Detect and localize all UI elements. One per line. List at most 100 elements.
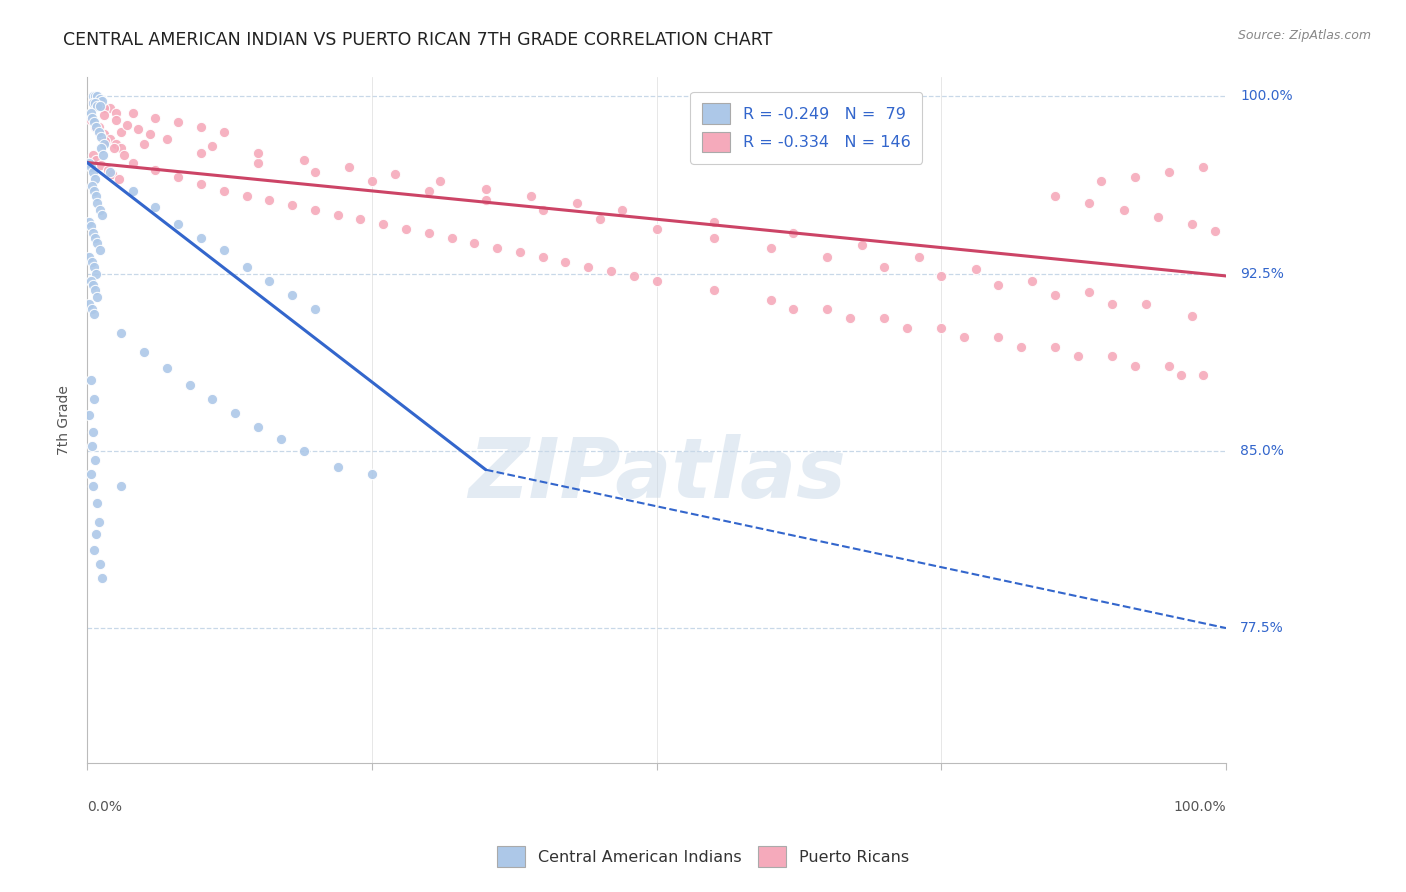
Point — [212, 125, 235, 139]
Text: 85.0%: 85.0% — [1240, 444, 1284, 458]
Point — [80, 254, 103, 268]
Point — [1112, 202, 1135, 217]
Point — [190, 231, 212, 245]
Point — [79, 274, 101, 288]
Point — [145, 162, 167, 177]
Point — [360, 467, 382, 482]
Point — [212, 184, 235, 198]
Point — [1045, 288, 1067, 302]
Point — [104, 113, 127, 128]
Point — [235, 260, 257, 274]
Point — [82, 96, 104, 111]
Point — [84, 453, 107, 467]
Point — [703, 214, 725, 228]
Point — [1204, 224, 1226, 238]
Point — [873, 311, 896, 326]
Point — [373, 217, 395, 231]
Point — [104, 136, 127, 151]
Point — [93, 108, 115, 122]
Point — [531, 250, 554, 264]
Point — [281, 198, 304, 212]
Point — [1123, 359, 1146, 373]
Point — [82, 425, 104, 439]
Point — [349, 212, 371, 227]
Point — [1159, 165, 1181, 179]
Point — [987, 278, 1010, 293]
Point — [304, 202, 326, 217]
Point — [84, 172, 107, 186]
Point — [418, 227, 440, 241]
Point — [1090, 174, 1112, 188]
Point — [589, 212, 612, 227]
Point — [179, 377, 201, 392]
Point — [93, 101, 115, 115]
Point — [86, 235, 108, 250]
Point — [83, 260, 105, 274]
Point — [79, 160, 101, 174]
Point — [1123, 169, 1146, 184]
Point — [190, 120, 212, 134]
Point — [82, 479, 104, 493]
Point — [360, 174, 382, 188]
Point — [281, 288, 304, 302]
Point — [121, 155, 143, 169]
Point — [156, 132, 179, 146]
Point — [84, 120, 107, 134]
Point — [79, 250, 101, 264]
Point — [82, 165, 104, 179]
Text: Source: ZipAtlas.com: Source: ZipAtlas.com — [1237, 29, 1371, 42]
Point — [1067, 349, 1090, 363]
Point — [259, 274, 281, 288]
Point — [89, 243, 111, 257]
Point — [1192, 160, 1215, 174]
Point — [82, 148, 104, 162]
Point — [190, 177, 212, 191]
Point — [246, 155, 269, 169]
Point — [101, 167, 124, 181]
Point — [953, 330, 976, 344]
Point — [103, 141, 125, 155]
Point — [1078, 285, 1101, 300]
Point — [87, 125, 110, 139]
Text: 77.5%: 77.5% — [1240, 621, 1284, 635]
Point — [1021, 274, 1043, 288]
Point — [907, 250, 929, 264]
Point — [817, 301, 839, 316]
Point — [201, 392, 224, 406]
Point — [817, 250, 839, 264]
Point — [782, 227, 804, 241]
Point — [93, 127, 115, 141]
Point — [84, 120, 107, 134]
Point — [212, 243, 235, 257]
Point — [896, 321, 918, 335]
Point — [931, 321, 953, 335]
Point — [110, 326, 132, 340]
Point — [703, 283, 725, 297]
Point — [486, 241, 509, 255]
Point — [201, 139, 224, 153]
Point — [80, 111, 103, 125]
Point — [418, 184, 440, 198]
Point — [79, 155, 101, 169]
Point — [167, 217, 190, 231]
Point — [87, 515, 110, 529]
Text: ZIPatlas: ZIPatlas — [468, 434, 845, 516]
Point — [1101, 297, 1123, 311]
Point — [89, 202, 111, 217]
Point — [1135, 297, 1157, 311]
Point — [645, 274, 668, 288]
Point — [82, 278, 104, 293]
Point — [112, 148, 135, 162]
Point — [474, 194, 496, 208]
Point — [91, 207, 114, 221]
Point — [965, 261, 987, 276]
Point — [1159, 359, 1181, 373]
Point — [224, 406, 246, 420]
Point — [115, 118, 138, 132]
Text: CENTRAL AMERICAN INDIAN VS PUERTO RICAN 7TH GRADE CORRELATION CHART: CENTRAL AMERICAN INDIAN VS PUERTO RICAN … — [63, 31, 773, 49]
Point — [782, 301, 804, 316]
Point — [132, 136, 155, 151]
Point — [565, 195, 588, 210]
Point — [84, 89, 107, 103]
Point — [246, 146, 269, 161]
